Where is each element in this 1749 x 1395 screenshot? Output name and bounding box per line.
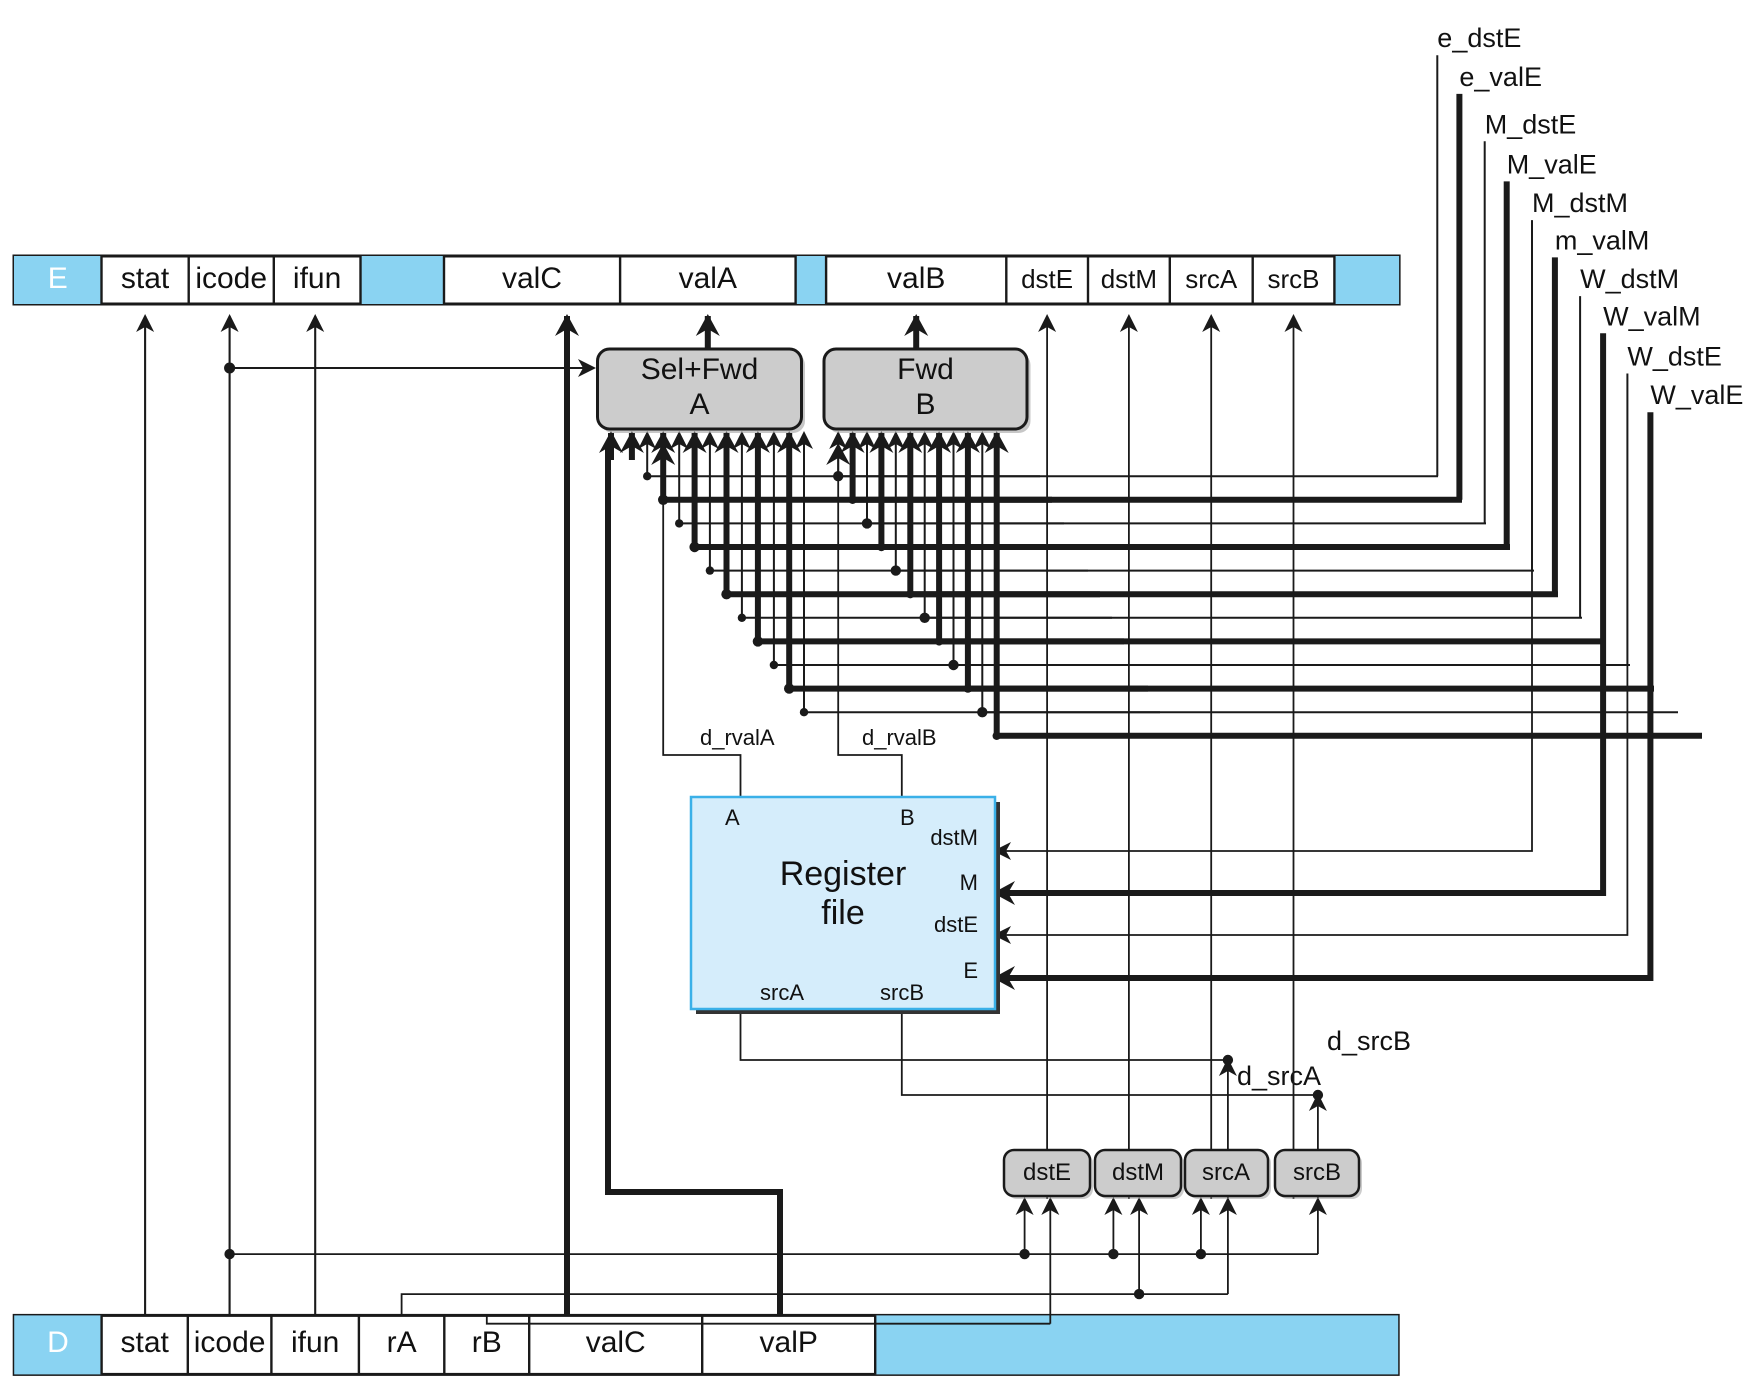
svg-text:d_rvalB: d_rvalB bbox=[862, 725, 937, 750]
svg-text:e_valE: e_valE bbox=[1459, 62, 1542, 92]
svg-text:M_dstM: M_dstM bbox=[1532, 188, 1628, 218]
svg-text:Fwd: Fwd bbox=[897, 353, 954, 386]
svg-text:M: M bbox=[960, 870, 978, 895]
svg-text:icode: icode bbox=[195, 262, 267, 295]
svg-text:file: file bbox=[821, 894, 864, 932]
svg-text:valP: valP bbox=[760, 1326, 818, 1359]
svg-text:stat: stat bbox=[121, 262, 170, 295]
svg-text:M_valE: M_valE bbox=[1507, 149, 1597, 179]
svg-text:d_srcB: d_srcB bbox=[1327, 1026, 1411, 1056]
svg-text:W_dstM: W_dstM bbox=[1580, 264, 1679, 294]
svg-text:E: E bbox=[48, 262, 68, 295]
svg-text:valA: valA bbox=[679, 262, 737, 295]
svg-text:E: E bbox=[963, 958, 978, 983]
svg-text:Register: Register bbox=[780, 855, 907, 893]
svg-text:dstE: dstE bbox=[1023, 1159, 1071, 1186]
svg-text:dstE: dstE bbox=[934, 912, 978, 937]
svg-text:M_dstE: M_dstE bbox=[1485, 109, 1577, 139]
svg-text:icode: icode bbox=[194, 1326, 266, 1359]
svg-text:srcB: srcB bbox=[1293, 1159, 1341, 1186]
svg-text:valC: valC bbox=[502, 262, 562, 295]
svg-text:ifun: ifun bbox=[291, 1326, 339, 1359]
svg-text:valB: valB bbox=[887, 262, 945, 295]
svg-text:valC: valC bbox=[586, 1326, 646, 1359]
svg-text:W_dstE: W_dstE bbox=[1627, 342, 1722, 372]
svg-text:srcB: srcB bbox=[1268, 264, 1320, 294]
svg-text:A: A bbox=[689, 388, 709, 421]
svg-text:dstM: dstM bbox=[930, 825, 978, 850]
svg-text:ifun: ifun bbox=[293, 262, 341, 295]
svg-text:srcA: srcA bbox=[1185, 264, 1238, 294]
svg-text:dstE: dstE bbox=[1021, 264, 1073, 294]
svg-text:A: A bbox=[725, 805, 740, 830]
svg-text:dstM: dstM bbox=[1101, 264, 1157, 294]
svg-text:e_dstE: e_dstE bbox=[1437, 23, 1521, 53]
svg-text:stat: stat bbox=[121, 1326, 170, 1359]
svg-text:Sel+Fwd: Sel+Fwd bbox=[641, 353, 759, 386]
svg-text:W_valM: W_valM bbox=[1603, 301, 1701, 331]
svg-text:W_valE: W_valE bbox=[1650, 380, 1743, 410]
svg-text:srcB: srcB bbox=[880, 980, 924, 1005]
svg-text:srcA: srcA bbox=[760, 980, 804, 1005]
svg-text:dstM: dstM bbox=[1112, 1159, 1164, 1186]
svg-text:rA: rA bbox=[387, 1326, 417, 1359]
svg-text:d_srcA: d_srcA bbox=[1237, 1061, 1321, 1091]
svg-text:srcA: srcA bbox=[1202, 1159, 1250, 1186]
svg-text:B: B bbox=[900, 805, 915, 830]
svg-text:d_rvalA: d_rvalA bbox=[700, 725, 775, 750]
svg-text:B: B bbox=[915, 388, 935, 421]
svg-text:D: D bbox=[47, 1326, 69, 1359]
svg-text:rB: rB bbox=[472, 1326, 502, 1359]
svg-text:m_valM: m_valM bbox=[1555, 225, 1650, 255]
